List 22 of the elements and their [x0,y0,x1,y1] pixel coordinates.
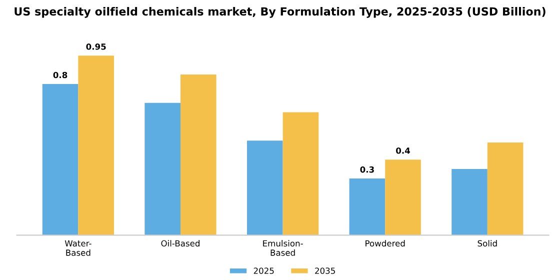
bar [452,169,488,236]
x-tick-label: Water- Based [64,240,92,256]
legend-label: 2035 [315,268,335,274]
bar [42,84,78,236]
bar [282,112,319,236]
data-label: 0.3 [360,166,374,173]
bar [487,142,524,236]
data-label: 0.8 [53,72,68,78]
bar [78,56,114,236]
x-tick-label: Solid [478,240,497,247]
chart-title: US specialty oilfield chemicals market, By Formulation Type, 2025-2035 (USD Billion) [14,7,546,18]
bar [246,140,283,236]
bar [349,178,386,236]
legend-label: 2025 [254,268,274,274]
bar [144,102,180,236]
x-tick-label: Oil-Based [161,240,200,247]
x-tick-label: Powdered [366,240,405,247]
x-tick-label: Emulsion- Based [263,240,303,256]
data-label: 0.4 [396,147,410,154]
bar [180,74,216,236]
bar [385,160,421,236]
data-label: 0.95 [86,43,106,50]
